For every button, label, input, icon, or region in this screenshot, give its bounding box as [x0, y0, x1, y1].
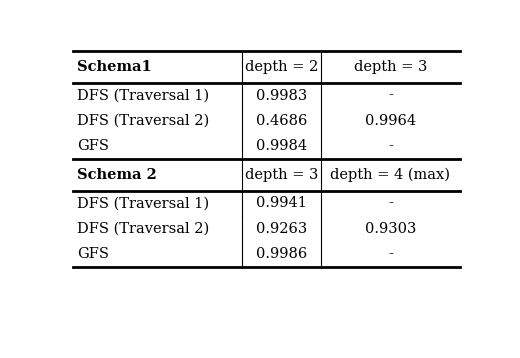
Text: -: - — [388, 89, 393, 103]
Text: DFS (Traversal 1): DFS (Traversal 1) — [77, 89, 209, 103]
Text: GFS: GFS — [77, 247, 109, 261]
Text: DFS (Traversal 2): DFS (Traversal 2) — [77, 222, 210, 236]
Text: Schema 2: Schema 2 — [77, 168, 157, 182]
Text: DFS (Traversal 1): DFS (Traversal 1) — [77, 197, 209, 211]
Text: 0.9964: 0.9964 — [365, 114, 416, 128]
Text: DFS (Traversal 2): DFS (Traversal 2) — [77, 114, 210, 128]
Text: depth = 4 (max): depth = 4 (max) — [330, 168, 450, 182]
Text: depth = 3: depth = 3 — [354, 60, 427, 74]
Text: -: - — [388, 247, 393, 261]
Text: Schema1: Schema1 — [77, 60, 152, 74]
Text: 0.4686: 0.4686 — [256, 114, 307, 128]
Text: -: - — [388, 139, 393, 153]
Text: 0.9984: 0.9984 — [256, 139, 307, 153]
Text: depth = 3: depth = 3 — [245, 168, 318, 182]
Text: 0.9303: 0.9303 — [365, 222, 416, 236]
Text: 0.9941: 0.9941 — [256, 197, 307, 211]
Text: GFS: GFS — [77, 139, 109, 153]
Text: depth = 2: depth = 2 — [245, 60, 318, 74]
Text: 0.9983: 0.9983 — [256, 89, 307, 103]
Text: 0.9263: 0.9263 — [256, 222, 307, 236]
Text: 0.9986: 0.9986 — [256, 247, 307, 261]
Text: -: - — [388, 197, 393, 211]
